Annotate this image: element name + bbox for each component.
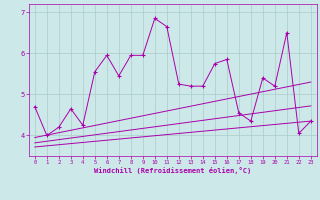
X-axis label: Windchill (Refroidissement éolien,°C): Windchill (Refroidissement éolien,°C) — [94, 167, 252, 174]
